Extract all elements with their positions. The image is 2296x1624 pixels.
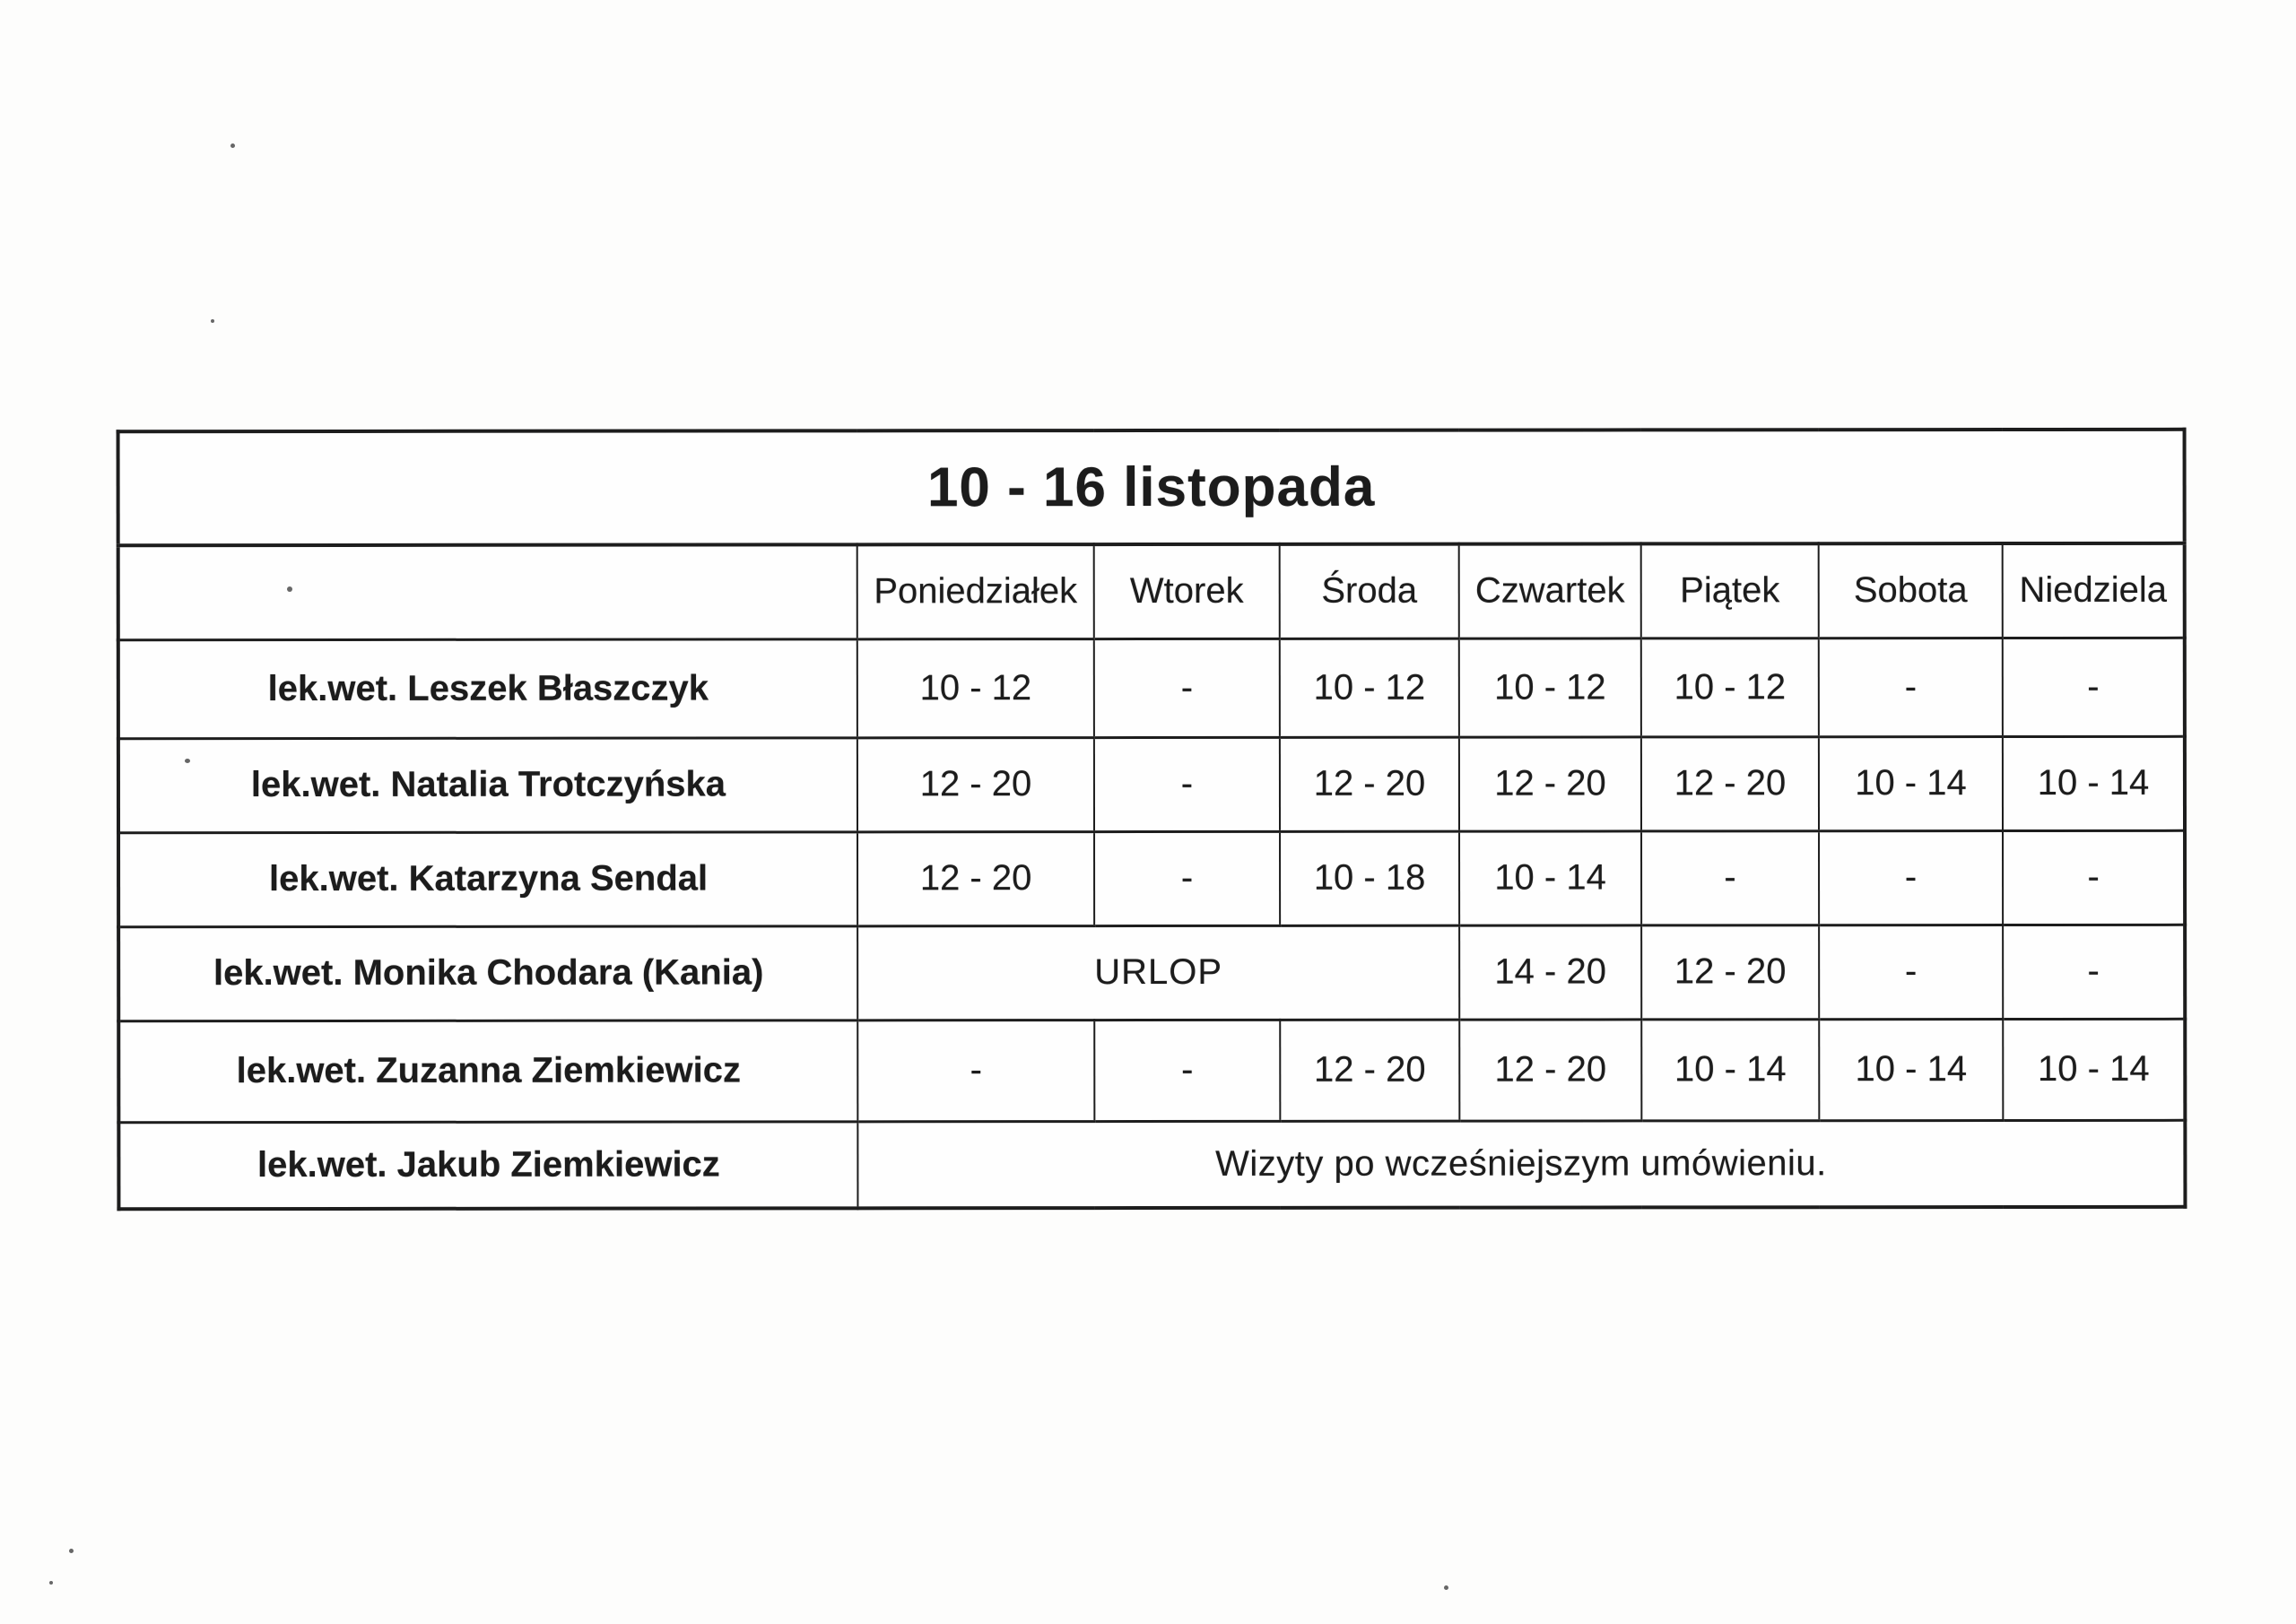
day-header-row: Poniedziałek Wtorek Środa Czwartek Piąte… <box>117 543 2185 640</box>
scan-speck <box>211 319 214 323</box>
schedule-cell: 10 - 14 <box>1818 736 2004 831</box>
schedule-cell: - <box>2003 829 2186 925</box>
schedule-cell: 12 - 20 <box>1641 925 1820 1020</box>
schedule-cell: 10 - 12 <box>857 638 1094 738</box>
day-header-friday: Piątek <box>1640 543 1819 638</box>
schedule-cell: - <box>1641 830 1820 925</box>
table-row: lek.wet. Katarzyna Sendal 12 - 20 - 10 -… <box>118 829 2186 927</box>
day-header-monday: Poniedziałek <box>857 544 1094 639</box>
schedule-cell: 12 - 20 <box>1279 736 1460 831</box>
schedule-cell: 12 - 20 <box>1459 1019 1642 1121</box>
scan-speck <box>1444 1585 1448 1590</box>
schedule-cell: 14 - 20 <box>1459 925 1642 1020</box>
schedule-cell: 12 - 20 <box>857 737 1095 832</box>
corner-cell <box>117 544 857 640</box>
scan-speck <box>69 1549 74 1553</box>
day-header-thursday: Czwartek <box>1458 543 1641 638</box>
table-row: lek.wet. Jakub Ziemkiewicz Wizyty po wcz… <box>118 1119 2186 1210</box>
day-header-tuesday: Wtorek <box>1093 543 1280 639</box>
schedule-cell: - <box>1093 638 1280 738</box>
schedule-cell: - <box>1094 830 1281 926</box>
schedule-cell: - <box>857 1020 1095 1122</box>
vet-name-cell: lek.wet. Natalia Trotczyńska <box>117 737 858 833</box>
schedule-cell: - <box>1819 925 2004 1020</box>
schedule-cell: 12 - 20 <box>857 831 1095 926</box>
schedule-table: 10 - 16 listopada Poniedziałek Wtorek Śr… <box>116 427 2187 1211</box>
schedule-cell: 12 - 20 <box>1640 736 1820 831</box>
schedule-cell: 10 - 14 <box>2002 735 2186 831</box>
vet-name-cell: lek.wet. Katarzyna Sendal <box>118 831 858 927</box>
schedule-cell: 10 - 14 <box>1819 1019 2004 1121</box>
vet-name-cell: lek.wet. Leszek Błaszczyk <box>117 638 857 739</box>
schedule-cell: 10 - 12 <box>1458 638 1641 737</box>
schedule-cell: 10 - 12 <box>1279 638 1459 737</box>
schedule-cell: - <box>1819 830 2004 925</box>
schedule-cell: 12 - 20 <box>1280 1019 1460 1121</box>
appointment-note-cell: Wizyty po wcześniejszym umówieniu. <box>857 1119 2186 1209</box>
schedule-cell: - <box>1093 736 1281 832</box>
day-header-saturday: Sobota <box>1818 543 2003 638</box>
schedule-cell: 10 - 14 <box>1641 1019 1820 1121</box>
scan-speck <box>185 759 190 763</box>
scan-speck <box>49 1581 53 1585</box>
page-title: 10 - 16 listopada <box>117 429 2185 546</box>
day-header-sunday: Niedziela <box>2002 543 2185 638</box>
table-row: lek.wet. Zuzanna Ziemkiewicz - - 12 - 20… <box>118 1018 2186 1123</box>
schedule-cell: - <box>2002 637 2185 737</box>
scan-speck <box>287 586 292 592</box>
table-row: lek.wet. Natalia Trotczyńska 12 - 20 - 1… <box>117 735 2186 833</box>
vet-name-cell: lek.wet. Zuzanna Ziemkiewicz <box>118 1020 858 1123</box>
vet-name-cell: lek.wet. Monika Chodara (Kania) <box>118 925 858 1021</box>
title-row: 10 - 16 listopada <box>117 429 2185 546</box>
schedule-cell: 10 - 14 <box>1459 830 1642 925</box>
schedule-cell: 10 - 14 <box>2003 1018 2186 1121</box>
day-header-wednesday: Środa <box>1279 543 1459 638</box>
vet-name-cell: lek.wet. Jakub Ziemkiewicz <box>118 1121 858 1210</box>
schedule-cell: - <box>1094 1019 1281 1122</box>
table-row: lek.wet. Monika Chodara (Kania) URLOP 14… <box>118 924 2186 1021</box>
schedule-cell: 10 - 12 <box>1640 638 1819 737</box>
schedule-cell: 10 - 18 <box>1280 830 1460 925</box>
schedule-cell: - <box>2003 924 2186 1020</box>
schedule-cell: 12 - 20 <box>1458 736 1642 831</box>
table-row: lek.wet. Leszek Błaszczyk 10 - 12 - 10 -… <box>117 637 2185 739</box>
scan-speck <box>230 143 235 148</box>
vacation-cell: URLOP <box>857 925 1460 1020</box>
schedule-cell: - <box>1818 638 2003 737</box>
